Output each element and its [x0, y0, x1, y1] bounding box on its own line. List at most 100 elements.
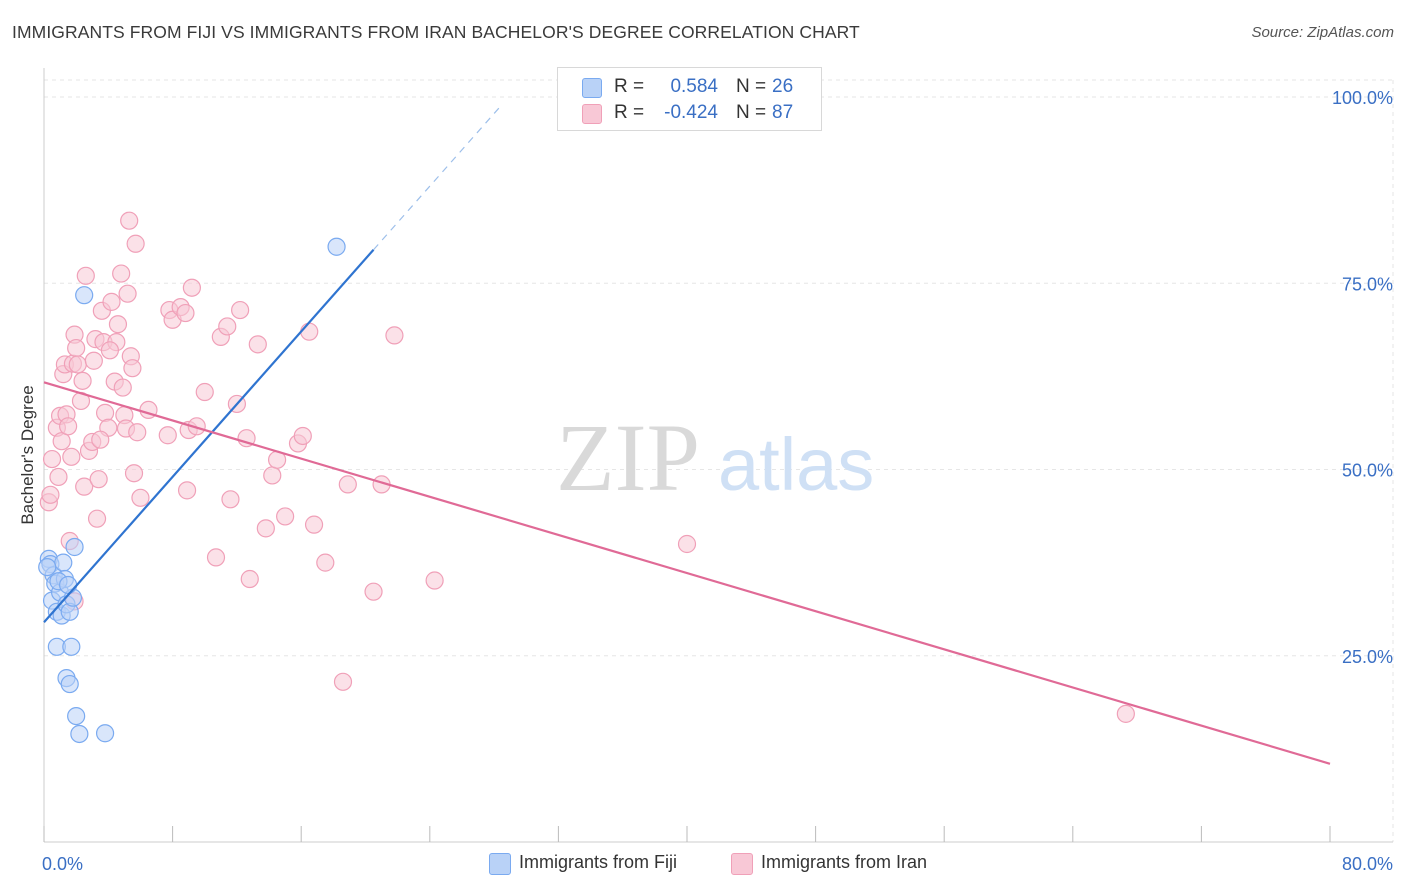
legend-row-fiji: R = 0.584 N = 26: [558, 75, 821, 101]
data-point-iran: [333, 672, 353, 691]
legend-swatch-fiji: [582, 78, 602, 98]
watermark-atlas: atlas: [718, 423, 874, 506]
data-point-iran: [91, 430, 110, 449]
data-point-iran: [124, 464, 144, 483]
data-point-iran: [131, 488, 150, 507]
data-point-iran: [49, 467, 68, 487]
legend-r-value-iran: -0.424: [664, 102, 718, 123]
watermark-zip: ZIP: [556, 404, 700, 511]
trend-line-fiji: [43, 248, 375, 623]
x-tick-label: 0.0%: [42, 854, 83, 874]
data-point-iran: [221, 490, 240, 509]
data-point-iran: [42, 449, 62, 469]
data-point-iran: [158, 426, 177, 445]
data-point-iran: [316, 553, 335, 572]
bottom-legend-swatch-fiji: [489, 853, 511, 875]
legend-n-label: N =: [736, 76, 767, 97]
data-point-iran: [425, 571, 444, 590]
data-point-iran: [113, 378, 132, 397]
data-point-iran: [67, 338, 86, 358]
data-point-fiji: [60, 674, 79, 694]
data-point-fiji: [59, 575, 78, 595]
data-point-iran: [73, 371, 92, 390]
data-point-iran: [1116, 704, 1135, 723]
data-point-fiji: [70, 724, 89, 744]
legend-n-label: N =: [736, 102, 767, 123]
data-point-iran: [195, 382, 214, 402]
y-tick-label: 50.0%: [1342, 461, 1393, 481]
data-point-iran: [95, 403, 115, 422]
data-point-iran: [177, 481, 197, 500]
legend-n-value-iran: 87: [772, 102, 794, 123]
bottom-legend-swatch-iran: [731, 853, 753, 875]
data-point-iran: [677, 534, 697, 554]
data-point-iran: [59, 417, 78, 436]
data-point-iran: [237, 429, 256, 448]
data-point-iran: [304, 515, 324, 534]
data-point-fiji: [95, 724, 115, 743]
y-tick-label: 100.0%: [1332, 88, 1393, 108]
data-point-iran: [231, 300, 250, 320]
bottom-legend-label-fiji: Immigrants from Fiji: [519, 852, 678, 872]
watermark: ZIP atlas: [556, 404, 874, 511]
data-point-fiji: [75, 286, 94, 305]
data-point-fiji: [65, 537, 84, 557]
data-point-iran: [84, 351, 103, 370]
data-point-iran: [218, 317, 237, 336]
data-point-iran: [276, 507, 295, 526]
chart-title: IMMIGRANTS FROM FIJI VS IMMIGRANTS FROM …: [12, 22, 860, 42]
data-point-iran: [126, 234, 145, 253]
data-point-fiji: [67, 706, 86, 726]
data-point-iran: [123, 359, 142, 378]
data-point-iran: [385, 326, 404, 345]
data-point-iran: [364, 582, 383, 601]
trend-line-fiji-extension: [373, 104, 503, 251]
data-point-fiji: [327, 237, 346, 256]
data-point-iran: [256, 519, 275, 538]
legend-r-label: R =: [614, 102, 645, 123]
data-point-iran: [182, 278, 201, 297]
data-point-iran: [176, 303, 195, 323]
legend-n-value-fiji: 26: [772, 76, 794, 97]
data-point-iran: [128, 423, 147, 442]
data-point-iran: [108, 315, 128, 334]
data-point-iran: [206, 548, 226, 567]
tick-labels: 0.0% 80.0% 25.0% 50.0% 75.0% 100.0%: [42, 88, 1393, 874]
data-point-iran: [240, 569, 259, 589]
axes: [43, 68, 1393, 843]
trend-lines: [43, 104, 1331, 765]
data-point-iran: [62, 447, 81, 466]
data-point-iran: [89, 470, 108, 489]
data-point-iran: [112, 264, 131, 283]
correlation-legend: R = 0.584 N = 26 R = -0.424 N = 87: [557, 67, 822, 131]
data-point-iran: [248, 335, 267, 354]
y-axis-label: Bachelor's Degree: [18, 385, 37, 524]
y-tick-label: 25.0%: [1342, 647, 1393, 667]
data-point-iran: [120, 211, 139, 230]
data-point-iran: [118, 284, 137, 303]
data-point-iran: [293, 426, 312, 446]
data-point-iran: [87, 509, 107, 528]
source-label: Source: ZipAtlas.com: [1251, 24, 1394, 41]
legend-r-label: R =: [614, 76, 645, 97]
x-tick-label: 80.0%: [1342, 854, 1393, 874]
data-point-fiji: [54, 553, 73, 572]
data-point-iran: [41, 485, 60, 504]
data-point-iran: [76, 266, 95, 285]
data-point-fiji: [38, 557, 57, 577]
data-point-iran: [338, 475, 357, 494]
bottom-legend-label-iran: Immigrants from Iran: [761, 852, 928, 872]
data-point-iran: [263, 466, 282, 485]
legend-r-value-fiji: 0.584: [670, 76, 718, 97]
data-point-iran: [75, 477, 94, 496]
trend-line-iran: [43, 381, 1331, 765]
data-point-iran: [100, 341, 120, 360]
data-point-iran: [68, 355, 87, 374]
y-tick-label: 75.0%: [1342, 274, 1393, 294]
data-points: [38, 211, 1135, 744]
data-point-iran: [102, 292, 121, 311]
data-point-iran: [187, 417, 206, 436]
data-point-iran: [300, 322, 319, 341]
data-point-fiji: [62, 637, 81, 656]
